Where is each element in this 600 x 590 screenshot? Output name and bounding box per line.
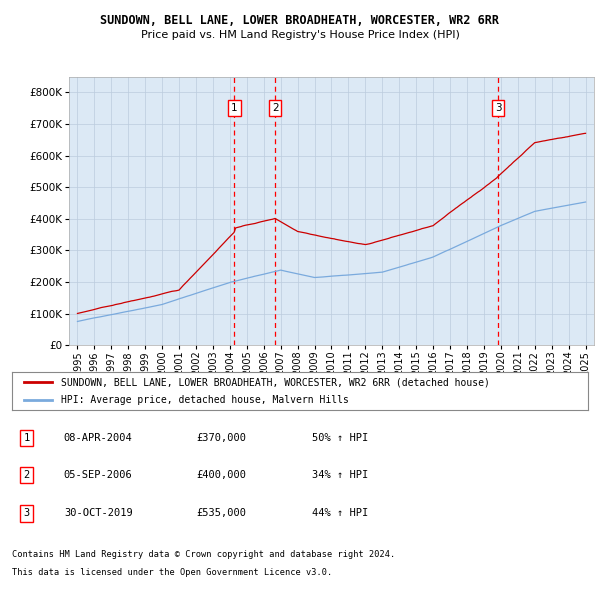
Text: 05-SEP-2006: 05-SEP-2006 xyxy=(64,470,133,480)
Text: 44% ↑ HPI: 44% ↑ HPI xyxy=(311,509,368,519)
Text: 30-OCT-2019: 30-OCT-2019 xyxy=(64,509,133,519)
Text: 1: 1 xyxy=(231,103,238,113)
Text: This data is licensed under the Open Government Licence v3.0.: This data is licensed under the Open Gov… xyxy=(12,568,332,577)
Text: 3: 3 xyxy=(494,103,501,113)
Text: 50% ↑ HPI: 50% ↑ HPI xyxy=(311,434,368,443)
Text: 1: 1 xyxy=(23,434,29,443)
Text: 2: 2 xyxy=(23,470,29,480)
Text: 34% ↑ HPI: 34% ↑ HPI xyxy=(311,470,368,480)
Text: 08-APR-2004: 08-APR-2004 xyxy=(64,434,133,443)
Text: HPI: Average price, detached house, Malvern Hills: HPI: Average price, detached house, Malv… xyxy=(61,395,349,405)
Text: 3: 3 xyxy=(23,509,29,519)
Text: £370,000: £370,000 xyxy=(196,434,247,443)
Text: 2: 2 xyxy=(272,103,278,113)
Text: SUNDOWN, BELL LANE, LOWER BROADHEATH, WORCESTER, WR2 6RR (detached house): SUNDOWN, BELL LANE, LOWER BROADHEATH, WO… xyxy=(61,378,490,388)
Text: Contains HM Land Registry data © Crown copyright and database right 2024.: Contains HM Land Registry data © Crown c… xyxy=(12,550,395,559)
Text: SUNDOWN, BELL LANE, LOWER BROADHEATH, WORCESTER, WR2 6RR: SUNDOWN, BELL LANE, LOWER BROADHEATH, WO… xyxy=(101,14,499,27)
Text: £400,000: £400,000 xyxy=(196,470,247,480)
Text: £535,000: £535,000 xyxy=(196,509,247,519)
Text: Price paid vs. HM Land Registry's House Price Index (HPI): Price paid vs. HM Land Registry's House … xyxy=(140,31,460,40)
